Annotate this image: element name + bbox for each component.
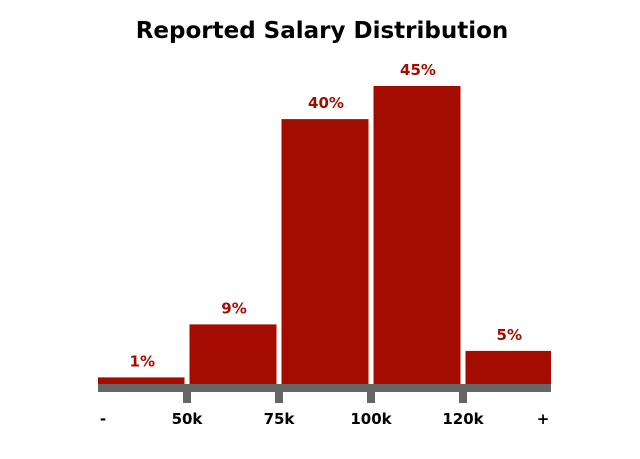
data-label-3: 40% xyxy=(308,94,344,112)
bar-3 xyxy=(281,119,369,384)
bars-layer: 1% 9% 40% 45% 5% xyxy=(98,61,551,384)
x-axis-notch xyxy=(183,384,191,403)
bar-4 xyxy=(373,86,461,384)
data-label-5: 5% xyxy=(497,326,522,344)
x-axis-line xyxy=(98,384,551,392)
bar-1 xyxy=(98,377,185,384)
x-axis-notch xyxy=(367,384,375,403)
x-tick-label-1: - xyxy=(100,410,106,428)
x-tick-label-6: + xyxy=(537,410,550,428)
data-label-2: 9% xyxy=(221,299,246,317)
x-axis-notch xyxy=(459,384,467,403)
x-tick-label-5: 120k xyxy=(442,410,484,428)
bar-2 xyxy=(189,324,277,384)
x-axis-notch xyxy=(275,384,283,403)
chart-title: Reported Salary Distribution xyxy=(136,18,509,44)
x-tick-label-4: 100k xyxy=(350,410,392,428)
x-tick-label-2: 50k xyxy=(172,410,204,428)
bar-5 xyxy=(465,350,551,384)
data-label-1: 1% xyxy=(130,352,155,370)
data-label-4: 45% xyxy=(400,61,436,79)
x-tick-label-3: 75k xyxy=(264,410,296,428)
x-axis: - 50k 75k 100k 120k + xyxy=(98,384,551,428)
